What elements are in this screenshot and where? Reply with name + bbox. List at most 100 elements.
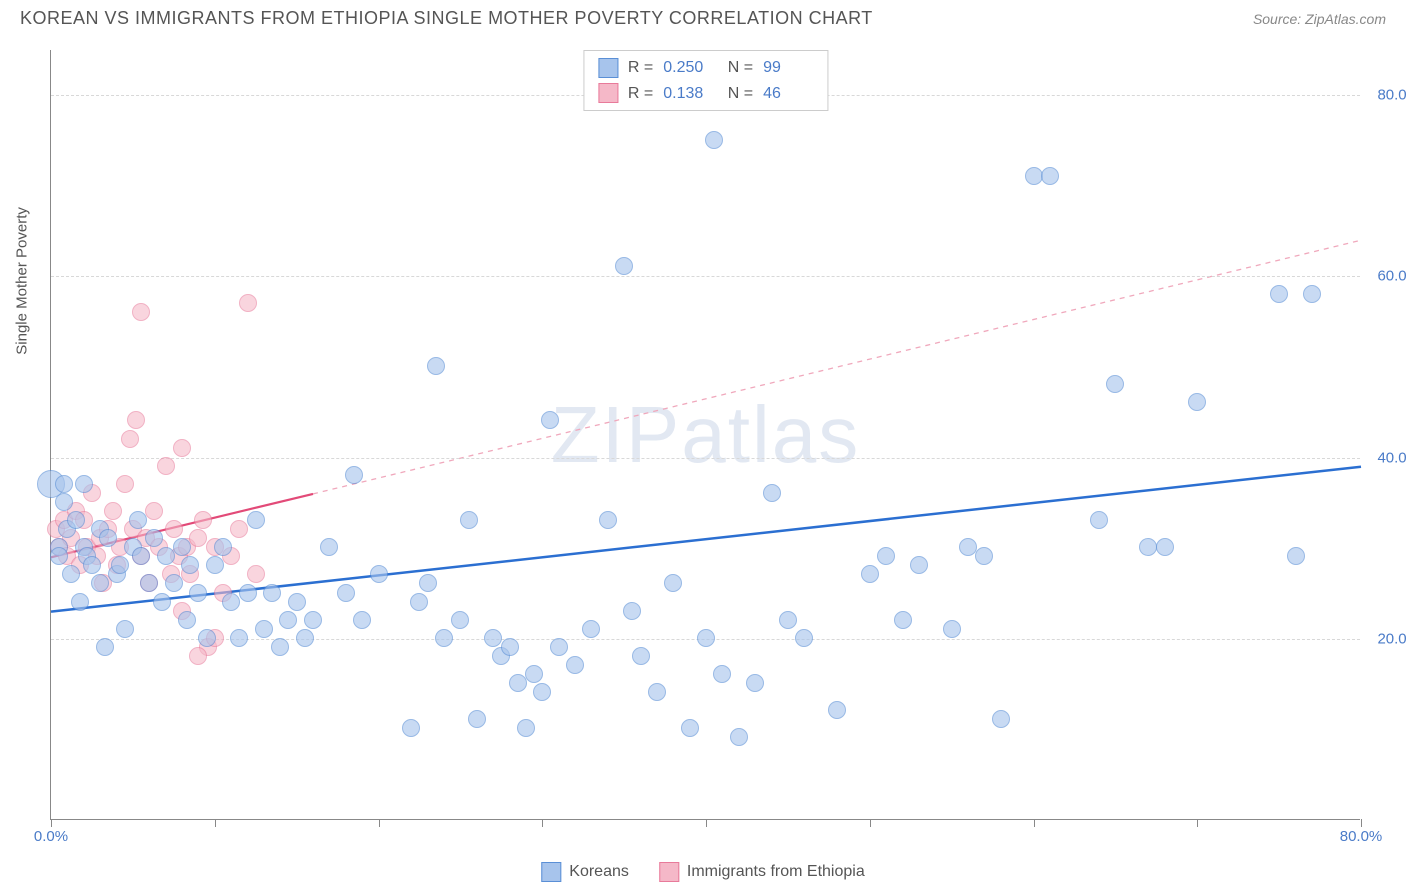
x-tick-label: 0.0% (34, 828, 68, 845)
data-point (145, 502, 163, 520)
data-point (181, 556, 199, 574)
data-point (1106, 375, 1124, 393)
n-value-koreans: 99 (763, 55, 813, 81)
data-point (615, 257, 633, 275)
data-point (91, 574, 109, 592)
data-point (1156, 538, 1174, 556)
x-tick (51, 819, 52, 827)
legend-swatch-ethiopia (659, 862, 679, 882)
data-point (96, 638, 114, 656)
data-point (345, 466, 363, 484)
data-point (779, 611, 797, 629)
data-point (501, 638, 519, 656)
data-point (1287, 547, 1305, 565)
data-point (239, 294, 257, 312)
data-point (157, 547, 175, 565)
data-point (943, 620, 961, 638)
x-tick-label: 80.0% (1340, 828, 1383, 845)
data-point (533, 683, 551, 701)
data-point (55, 493, 73, 511)
swatch-ethiopia (598, 83, 618, 103)
data-point (194, 511, 212, 529)
data-point (632, 647, 650, 665)
legend-label-ethiopia: Immigrants from Ethiopia (687, 863, 865, 881)
data-point (599, 511, 617, 529)
data-point (320, 538, 338, 556)
stats-legend-box: R = 0.250 N = 99 R = 0.138 N = 46 (583, 50, 828, 111)
data-point (550, 638, 568, 656)
data-point (992, 710, 1010, 728)
data-point (427, 357, 445, 375)
y-tick-label: 20.0% (1377, 630, 1406, 647)
data-point (910, 556, 928, 574)
legend-label-koreans: Koreans (569, 863, 629, 881)
data-point (460, 511, 478, 529)
data-point (1270, 285, 1288, 303)
data-point (541, 411, 559, 429)
data-point (198, 629, 216, 647)
data-point (165, 520, 183, 538)
data-point (959, 538, 977, 556)
data-point (247, 565, 265, 583)
data-point (206, 556, 224, 574)
data-point (75, 475, 93, 493)
scatter-chart: ZIPatlas R = 0.250 N = 99 R = 0.138 N = … (50, 50, 1360, 820)
data-point (435, 629, 453, 647)
x-tick (1361, 819, 1362, 827)
data-point (894, 611, 912, 629)
data-point (509, 674, 527, 692)
data-point (111, 556, 129, 574)
data-point (263, 584, 281, 602)
data-point (861, 565, 879, 583)
data-point (230, 629, 248, 647)
data-point (116, 475, 134, 493)
data-point (517, 719, 535, 737)
data-point (50, 547, 68, 565)
data-point (1303, 285, 1321, 303)
data-point (370, 565, 388, 583)
r-value-ethiopia: 0.138 (663, 81, 713, 107)
data-point (55, 475, 73, 493)
y-tick-label: 60.0% (1377, 268, 1406, 285)
data-point (648, 683, 666, 701)
data-point (129, 511, 147, 529)
data-point (304, 611, 322, 629)
data-point (713, 665, 731, 683)
data-point (296, 629, 314, 647)
data-point (121, 430, 139, 448)
data-point (104, 502, 122, 520)
legend-swatch-koreans (541, 862, 561, 882)
source-attribution: Source: ZipAtlas.com (1253, 11, 1386, 27)
data-point (247, 511, 265, 529)
data-point (279, 611, 297, 629)
data-point (145, 529, 163, 547)
data-point (828, 701, 846, 719)
swatch-koreans (598, 58, 618, 78)
data-point (623, 602, 641, 620)
chart-title: KOREAN VS IMMIGRANTS FROM ETHIOPIA SINGL… (20, 8, 873, 29)
r-label: R = (628, 55, 653, 81)
legend: Koreans Immigrants from Ethiopia (541, 862, 864, 882)
data-point (1090, 511, 1108, 529)
x-tick (542, 819, 543, 827)
data-point (1025, 167, 1043, 185)
data-point (140, 574, 158, 592)
data-point (83, 556, 101, 574)
data-point (451, 611, 469, 629)
y-tick-label: 80.0% (1377, 87, 1406, 104)
gridline (51, 458, 1360, 459)
y-tick-label: 40.0% (1377, 449, 1406, 466)
n-label: N = (723, 81, 753, 107)
data-point (337, 584, 355, 602)
x-tick (706, 819, 707, 827)
data-point (1139, 538, 1157, 556)
data-point (746, 674, 764, 692)
stats-row-koreans: R = 0.250 N = 99 (598, 55, 813, 81)
data-point (566, 656, 584, 674)
data-point (468, 710, 486, 728)
data-point (189, 647, 207, 665)
data-point (99, 529, 117, 547)
data-point (214, 538, 232, 556)
watermark: ZIPatlas (551, 389, 860, 481)
data-point (877, 547, 895, 565)
